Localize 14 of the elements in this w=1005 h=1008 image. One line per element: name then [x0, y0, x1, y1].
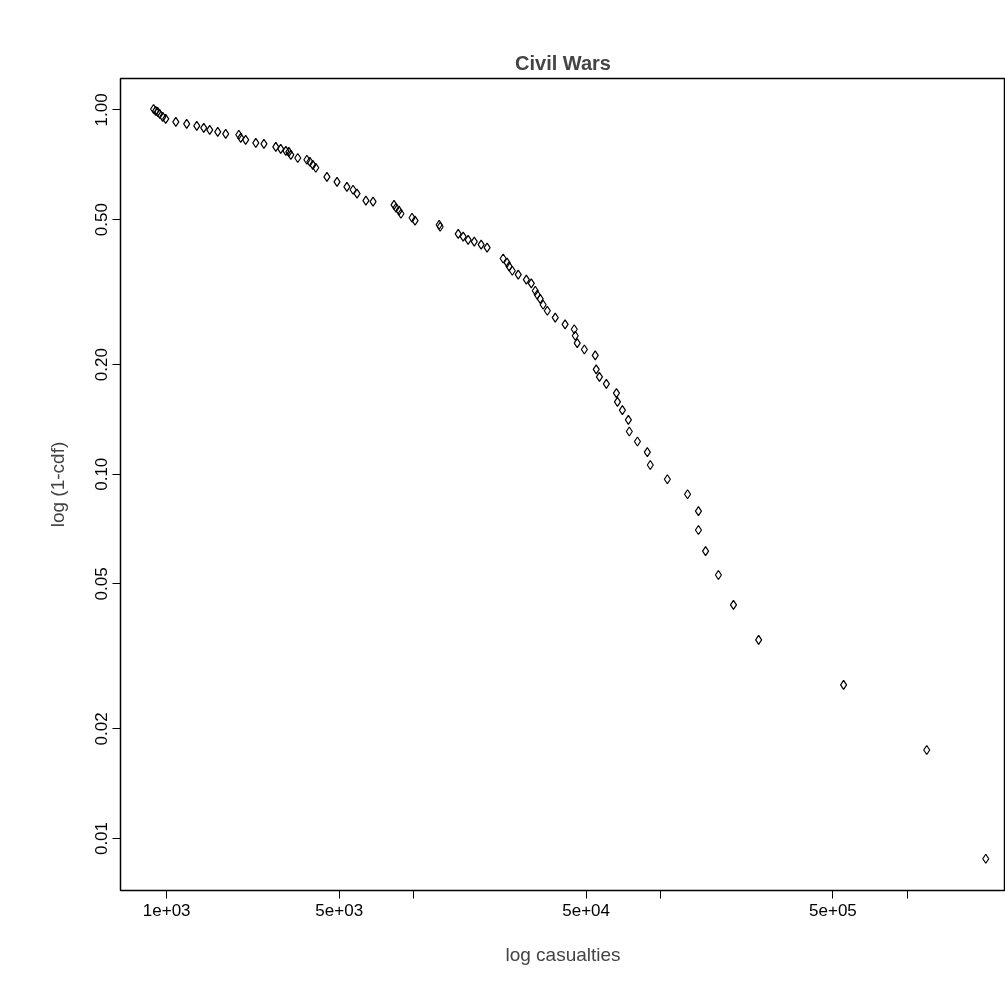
y-tick-label: 1.00 — [92, 93, 112, 127]
y-tick-label: 0.05 — [92, 567, 112, 601]
y-tick-label: 0.10 — [92, 457, 112, 491]
x-axis-title: log casualties — [505, 943, 621, 965]
x-tick-label: 1e+03 — [142, 900, 191, 920]
y-tick-label: 0.50 — [92, 203, 112, 237]
y-tick-label: 0.02 — [92, 712, 112, 746]
y-tick-label: 0.01 — [92, 821, 112, 856]
x-tick-label: 5e+03 — [315, 900, 364, 920]
y-tick-label: 0.20 — [92, 348, 112, 382]
y-axis-title: log (1-cdf) — [46, 441, 68, 528]
x-tick-label: 5e+05 — [809, 900, 857, 920]
x-tick-label: 5e+04 — [562, 900, 610, 920]
chart-title: Civil Wars — [515, 51, 611, 74]
